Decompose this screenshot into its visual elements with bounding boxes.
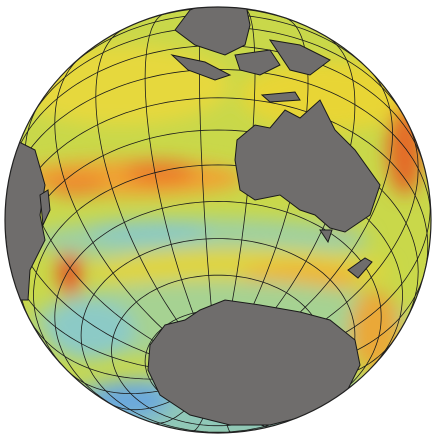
field-patch (45, 173, 105, 197)
new-guinea (268, 39, 331, 76)
field-patch (125, 160, 195, 184)
field-patch (10, 45, 230, 125)
antarctica (147, 299, 361, 426)
meridian (95, 29, 219, 371)
madagascar (39, 189, 51, 227)
field-patch (90, 222, 210, 242)
continents (5, 7, 381, 426)
field-patch (45, 300, 135, 360)
asia (174, 7, 251, 56)
java-islands (260, 91, 301, 103)
sumatra (170, 54, 232, 81)
meridian (54, 57, 219, 371)
new-zealand (347, 257, 373, 279)
globe-outline (4, 6, 432, 434)
borneo (234, 49, 281, 76)
tasmania (319, 229, 333, 244)
australia (234, 99, 381, 233)
